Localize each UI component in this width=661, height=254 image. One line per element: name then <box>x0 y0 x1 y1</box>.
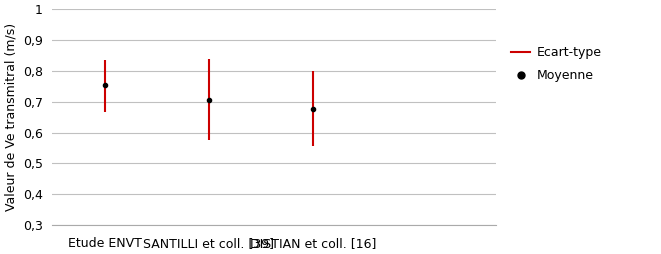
Y-axis label: Valeur de Ve transmitral (m/s): Valeur de Ve transmitral (m/s) <box>4 23 17 211</box>
Legend: Ecart-type, Moyenne: Ecart-type, Moyenne <box>506 41 606 87</box>
